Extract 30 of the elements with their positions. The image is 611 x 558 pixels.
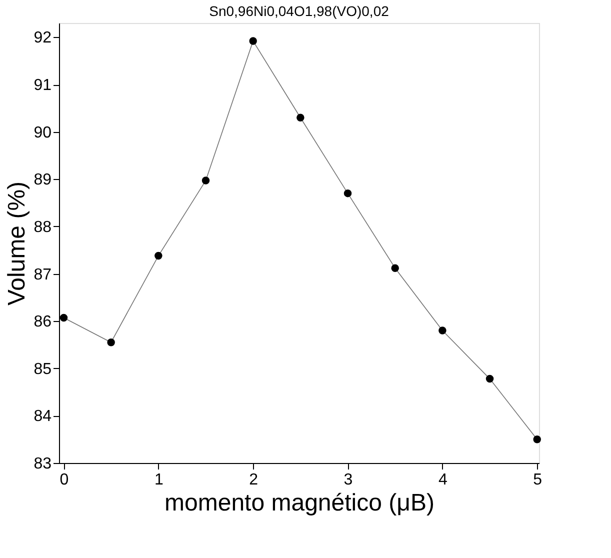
point: [249, 37, 257, 45]
point: [486, 374, 494, 383]
chart-title: Sn0,96Ni0,04O1,98(VO)0,02: [209, 3, 390, 19]
x-tick-label: 3: [344, 472, 353, 488]
y-tick-label: 89: [34, 172, 52, 189]
y-tick-label: 90: [34, 124, 52, 142]
point: [107, 338, 115, 346]
point: [344, 189, 352, 198]
x-tick-label: 2: [249, 472, 258, 488]
point: [296, 114, 304, 122]
point: [202, 176, 210, 184]
y-tick-label: 88: [34, 218, 52, 236]
y-tick-label: 92: [34, 30, 52, 47]
y-tick-label: 83: [34, 456, 52, 472]
x-tick-label: 1: [154, 472, 164, 488]
x-tick-label: 0: [60, 472, 69, 488]
x-tick-label: 5: [533, 472, 542, 488]
x-axis-title: momento magnético (μB): [164, 490, 434, 516]
point: [60, 314, 68, 322]
y-tick-label: 85: [34, 360, 52, 378]
y-tick-label: 91: [34, 77, 52, 94]
y-tick-label: 87: [34, 266, 52, 284]
point: [154, 252, 162, 260]
y-tick-label: 86: [34, 314, 52, 331]
point: [391, 264, 399, 272]
y-tick-label: 84: [34, 408, 52, 426]
x-tick-label: 4: [438, 472, 448, 488]
point: [533, 435, 541, 444]
point: [438, 326, 446, 334]
y-axis-title: Volume (%): [4, 181, 31, 306]
